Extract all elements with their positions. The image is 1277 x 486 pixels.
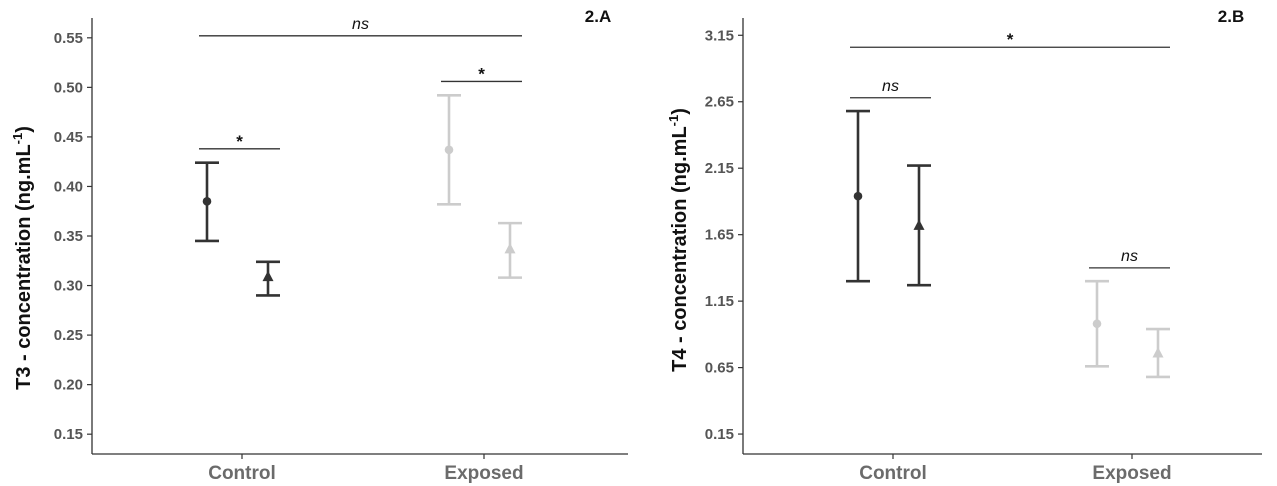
y-axis-title-main: T3 - concentration (ng.mL — [13, 144, 35, 390]
panel-label: 2.A — [585, 7, 611, 26]
x-tick-label: Control — [859, 463, 927, 484]
y-tick-label: 0.40 — [54, 178, 83, 195]
x-tick-label: Control — [208, 463, 276, 484]
significance-ns-label: ns — [352, 16, 369, 33]
mean-point-triangle — [913, 219, 925, 230]
significance-ns-label: ns — [882, 78, 899, 95]
y-tick-label: 1.15 — [705, 293, 734, 310]
panel-2.A: 0.15 0.20 0.25 0.30 0.35 0.40 0.45 0.50 0.55 Cont… — [10, 7, 628, 484]
y-axis-title-superscript: -1 — [666, 115, 681, 127]
x-tick-label: Exposed — [444, 463, 523, 484]
y-tick-label: 0.20 — [54, 377, 83, 394]
y-axis-title: T3 - concentration (ng.mL-1) — [10, 126, 35, 390]
y-tick-label: 0.55 — [54, 30, 83, 47]
y-tick-label: 0.45 — [54, 129, 83, 146]
significance-star-label: * — [478, 64, 485, 83]
mean-point-triangle — [1152, 346, 1164, 358]
panel-2.B: 0.15 0.65 1.15 1.65 2.15 2.65 3.15 Control Expos… — [666, 7, 1262, 484]
x-tick-label: Exposed — [1092, 463, 1171, 484]
y-tick-label: 0.15 — [54, 426, 83, 443]
mean-point-circle — [444, 145, 454, 155]
y-tick-label: 0.15 — [705, 426, 734, 443]
significance-star-label: * — [1007, 30, 1014, 49]
panel-label: 2.B — [1218, 7, 1244, 26]
y-axis-title-superscript: -1 — [10, 133, 25, 145]
y-tick-label: 2.65 — [705, 94, 734, 111]
y-axis-title-main: T4 - concentration (ng.mL — [669, 126, 691, 372]
y-axis-title-close: ) — [669, 108, 691, 115]
y-tick-label: 2.15 — [705, 160, 734, 177]
y-axis-title-close: ) — [13, 126, 35, 133]
y-tick-label: 3.15 — [705, 27, 734, 44]
y-tick-label: 0.65 — [705, 360, 734, 377]
mean-point-circle — [202, 197, 212, 206]
mean-point-circle — [853, 191, 863, 201]
significance-star-label: * — [236, 132, 243, 151]
mean-point-triangle — [504, 242, 516, 254]
y-axis-title: T4 - concentration (ng.mL-1) — [666, 108, 691, 372]
y-tick-label: 0.25 — [54, 327, 83, 344]
y-tick-label: 0.35 — [54, 228, 83, 245]
y-tick-label: 0.30 — [54, 278, 83, 295]
mean-point-circle — [1092, 319, 1102, 329]
y-tick-label: 0.50 — [54, 79, 83, 96]
significance-ns-label: ns — [1121, 248, 1138, 265]
y-tick-label: 1.65 — [705, 227, 734, 244]
mean-point-triangle — [262, 270, 274, 282]
